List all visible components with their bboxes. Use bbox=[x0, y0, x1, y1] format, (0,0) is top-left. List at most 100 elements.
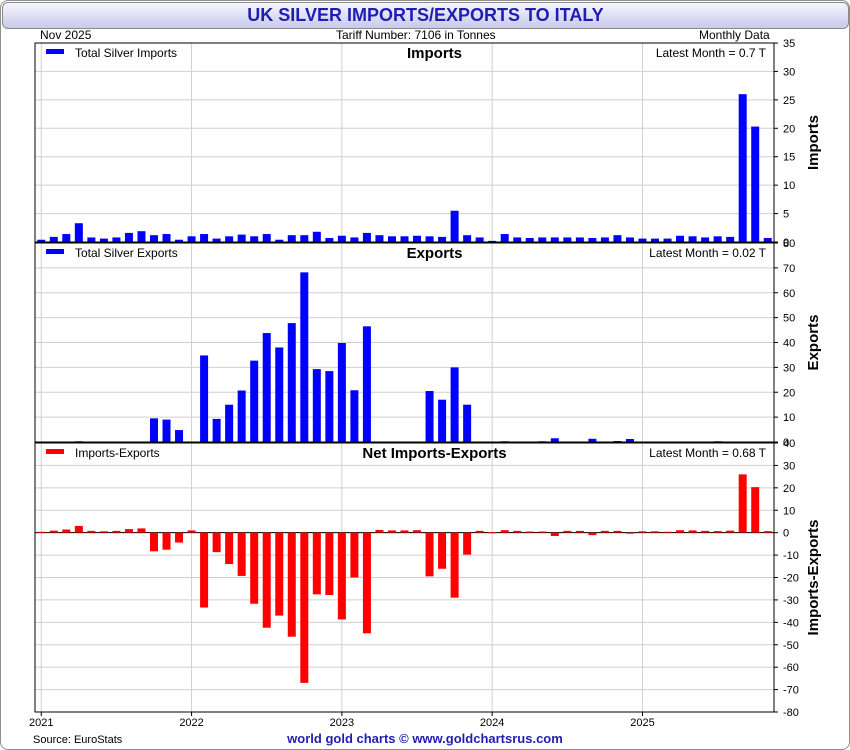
bar bbox=[500, 234, 509, 242]
bar bbox=[425, 391, 434, 442]
bar bbox=[275, 532, 284, 616]
y-tick-label: -20 bbox=[783, 573, 799, 585]
bar bbox=[600, 530, 609, 533]
bar bbox=[400, 530, 409, 533]
bar bbox=[49, 236, 58, 242]
bar bbox=[513, 530, 522, 533]
bar bbox=[613, 235, 622, 242]
bar bbox=[375, 529, 384, 533]
panel-title: Imports bbox=[407, 45, 462, 62]
bar bbox=[651, 238, 660, 242]
bar bbox=[200, 234, 209, 242]
y-axis-label: Imports bbox=[805, 115, 822, 170]
y-tick-label: 40 bbox=[783, 338, 795, 350]
bar bbox=[262, 532, 271, 628]
tariff-note: Tariff Number: 7106 in Tonnes bbox=[336, 28, 496, 42]
y-tick-label: 50 bbox=[783, 313, 795, 325]
bar bbox=[325, 371, 334, 442]
latest-month-note: Latest Month = 0.68 T bbox=[649, 446, 767, 460]
bar bbox=[488, 532, 497, 534]
bar bbox=[325, 532, 334, 595]
bar bbox=[688, 236, 697, 242]
bar bbox=[74, 525, 83, 533]
bar bbox=[262, 333, 271, 442]
bar bbox=[738, 474, 747, 533]
bar bbox=[563, 237, 572, 242]
y-tick-label: 30 bbox=[783, 362, 795, 374]
bar bbox=[175, 430, 184, 442]
bar bbox=[538, 531, 547, 533]
bar bbox=[112, 530, 121, 533]
chart-title: UK SILVER IMPORTS/EXPORTS TO ITALY bbox=[247, 5, 604, 25]
bar bbox=[112, 237, 121, 242]
bar bbox=[663, 238, 672, 242]
bar bbox=[362, 232, 371, 242]
y-tick-label: 35 bbox=[783, 38, 795, 50]
bar bbox=[450, 532, 459, 598]
legend-swatch bbox=[46, 449, 64, 454]
bar bbox=[37, 531, 46, 533]
frequency-note: Monthly Data bbox=[699, 28, 770, 42]
bar bbox=[225, 236, 234, 242]
bar bbox=[450, 210, 459, 242]
y-tick-label: 0 bbox=[783, 437, 789, 449]
bar bbox=[350, 390, 359, 442]
legend-label: Imports-Exports bbox=[75, 446, 160, 460]
bar bbox=[387, 236, 396, 242]
bar bbox=[763, 531, 772, 533]
bar bbox=[763, 238, 772, 242]
bar bbox=[550, 438, 559, 442]
bar bbox=[99, 531, 108, 533]
bar bbox=[625, 237, 634, 242]
bar bbox=[726, 236, 735, 242]
y-tick-label: 60 bbox=[783, 288, 795, 300]
y-tick-label: 25 bbox=[783, 95, 795, 107]
plot-area bbox=[34, 242, 775, 443]
y-tick-label: 10 bbox=[783, 412, 795, 424]
bar bbox=[738, 94, 747, 242]
y-axis-label: Imports-Exports bbox=[805, 520, 822, 636]
bar bbox=[438, 399, 447, 442]
bar bbox=[300, 272, 309, 442]
bar bbox=[175, 239, 184, 242]
bar bbox=[625, 532, 634, 534]
y-tick-label: 70 bbox=[783, 263, 795, 275]
bar bbox=[563, 530, 572, 533]
bar bbox=[37, 239, 46, 242]
bar bbox=[663, 531, 672, 533]
x-tick-label: 2025 bbox=[630, 717, 654, 729]
bar bbox=[488, 240, 497, 242]
bar bbox=[638, 531, 647, 533]
bar bbox=[337, 235, 346, 242]
bar bbox=[137, 231, 146, 242]
bar bbox=[550, 532, 559, 537]
y-tick-label: -10 bbox=[783, 550, 799, 562]
bar bbox=[162, 419, 171, 442]
bar bbox=[87, 530, 96, 533]
bar bbox=[187, 530, 196, 533]
bar bbox=[212, 532, 221, 553]
bar bbox=[701, 530, 710, 533]
bar bbox=[438, 532, 447, 569]
bar bbox=[237, 532, 246, 576]
bar bbox=[513, 237, 522, 242]
y-axis-label: Exports bbox=[805, 315, 822, 371]
x-tick-label: 2024 bbox=[480, 717, 504, 729]
bar bbox=[425, 532, 434, 577]
y-tick-label: 30 bbox=[783, 460, 795, 472]
legend-swatch bbox=[46, 49, 64, 54]
x-tick-label: 2021 bbox=[29, 717, 53, 729]
y-tick-label: 0 bbox=[783, 237, 789, 249]
legend-label: Total Silver Imports bbox=[75, 46, 177, 60]
y-tick-label: -70 bbox=[783, 685, 799, 697]
bar bbox=[726, 530, 735, 533]
bar bbox=[212, 418, 221, 442]
y-tick-label: 10 bbox=[783, 180, 795, 192]
panel-title: Net Imports-Exports bbox=[362, 445, 506, 462]
bar bbox=[300, 235, 309, 242]
bar bbox=[250, 532, 259, 604]
bar bbox=[525, 531, 534, 533]
bar bbox=[525, 238, 534, 242]
legend-swatch bbox=[46, 249, 64, 254]
